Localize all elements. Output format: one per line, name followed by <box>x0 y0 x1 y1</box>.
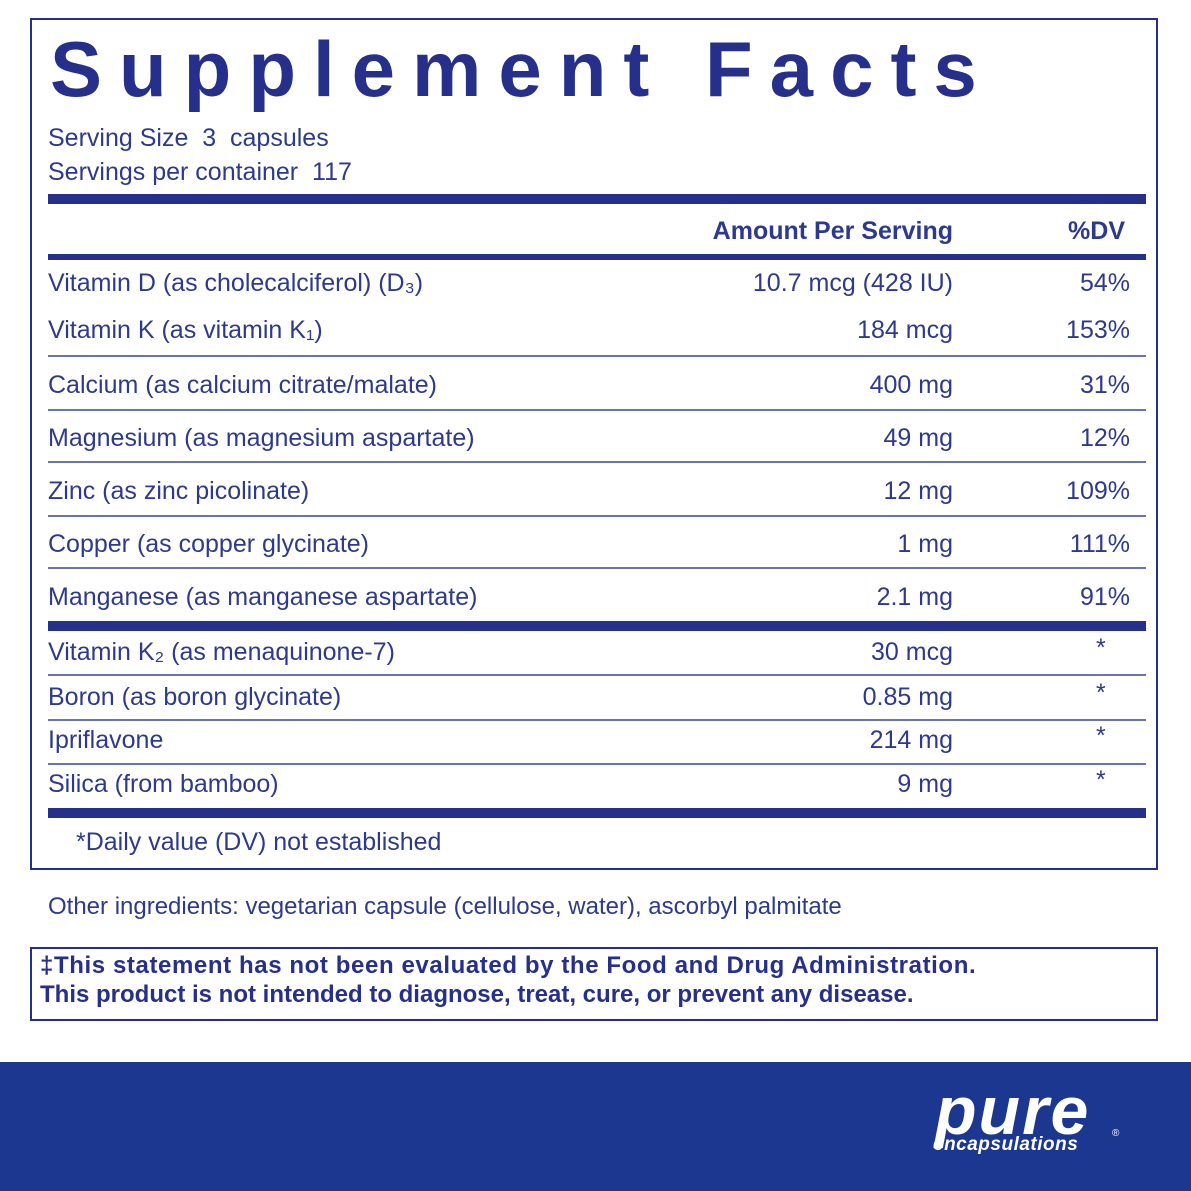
nutrient-name: Zinc (as zinc picolinate) <box>48 477 310 505</box>
title: Supplement Facts <box>50 25 994 113</box>
nutrient-name: Ipriflavone <box>48 726 164 754</box>
nutrient-amount: 214 mg <box>869 726 953 754</box>
nutrient-name: Magnesium (as magnesium aspartate) <box>48 424 475 452</box>
nutrient-amount: 49 mg <box>883 424 953 452</box>
nutrient-dv: 153% <box>1066 316 1130 344</box>
disclaimer-1: ‡This statement has not been evaluated b… <box>40 952 977 979</box>
brand-tagline: encapsulations <box>933 1134 1079 1155</box>
row-rule <box>48 355 1146 357</box>
nutrient-dv: 31% <box>1079 371 1130 399</box>
nutrient-amount: 0.85 mg <box>862 683 953 711</box>
brand-name: pure <box>935 1073 1091 1149</box>
row-rule <box>48 409 1146 411</box>
nutrient-name: Silica (from bamboo) <box>48 770 279 798</box>
row-rule <box>48 567 1146 569</box>
nutrient-amount: 400 mg <box>869 371 953 399</box>
nutrient-dv: 12% <box>1079 424 1130 452</box>
nutrient-amount: 12 mg <box>883 477 953 505</box>
nutrient-amount: 30 mcg <box>871 638 953 666</box>
disclaimer-2: This product is not intended to diagnose… <box>40 981 914 1008</box>
nutrient-name: Vitamin K (as vitamin K₁) <box>48 316 323 344</box>
thick-rule <box>48 194 1146 204</box>
amount-header: Amount Per Serving <box>712 217 953 245</box>
row-rule <box>48 719 1146 721</box>
nutrient-name: Boron (as boron glycinate) <box>48 683 342 711</box>
nutrient-name: Manganese (as manganese aspartate) <box>48 583 478 611</box>
row-rule <box>48 674 1146 676</box>
nutrient-dv: 54% <box>1079 269 1130 297</box>
brand-mark: ® <box>1112 1128 1120 1139</box>
nutrient-dv: 109% <box>1066 477 1130 505</box>
nutrient-dv: 91% <box>1079 583 1130 611</box>
row-rule <box>48 461 1146 463</box>
nutrient-name: Copper (as copper glycinate) <box>48 530 369 558</box>
nutrient-dv: * <box>1096 722 1106 750</box>
nutrient-dv: * <box>1096 766 1106 794</box>
nutrient-name: Vitamin D (as cholecalciferol) (D₃) <box>48 269 424 297</box>
nutrient-amount: 184 mcg <box>857 316 953 344</box>
servings-per-container: Servings per container 117 <box>48 158 352 186</box>
nutrient-name: Vitamin K₂ (as menaquinone-7) <box>48 638 395 666</box>
nutrient-amount: 9 mg <box>897 770 953 798</box>
nutrient-name: Calcium (as calcium citrate/malate) <box>48 371 437 399</box>
disclaimer-box <box>30 947 1158 1021</box>
nutrient-dv: * <box>1096 679 1106 707</box>
nutrient-amount: 1 mg <box>897 530 953 558</box>
row-rule <box>48 515 1146 517</box>
row-rule <box>48 763 1146 765</box>
facts-box <box>30 18 1158 870</box>
nutrient-dv: 111% <box>1069 530 1130 558</box>
thick-rule <box>48 621 1146 631</box>
dv-header: %DV <box>1068 217 1125 245</box>
footer-band <box>0 1062 1191 1191</box>
nutrient-amount: 2.1 mg <box>876 583 953 611</box>
thick-rule <box>48 808 1146 818</box>
rule <box>48 254 1146 260</box>
nutrient-amount: 10.7 mcg (428 IU) <box>752 269 953 297</box>
nutrient-dv: * <box>1096 634 1106 662</box>
serving-size: Serving Size 3 capsules <box>48 124 329 152</box>
footnote: *Daily value (DV) not established <box>76 828 442 856</box>
other-ingredients: Other ingredients: vegetarian capsule (c… <box>48 893 842 920</box>
